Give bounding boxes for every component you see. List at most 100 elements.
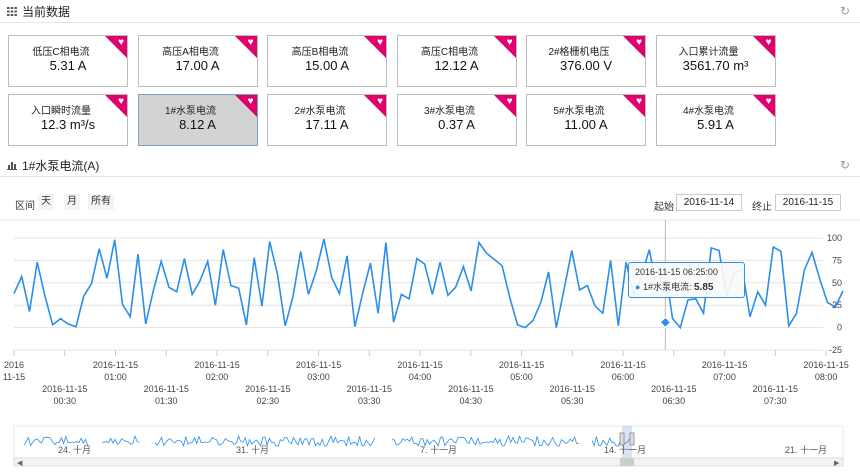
chart-title: 1#水泵电流(A) (22, 159, 100, 173)
card-value: 12.12 A (434, 58, 479, 73)
card-label: 2#格栅机电压 (548, 47, 610, 58)
heart-icon[interactable]: ♥ (506, 37, 513, 48)
card-label: 入口瞬时流量 (31, 106, 91, 117)
card-label: 高压C相电流 (420, 47, 479, 58)
heart-icon[interactable]: ♥ (118, 96, 124, 107)
card-value: 17.11 A (305, 117, 349, 132)
heart-icon[interactable]: ♥ (765, 96, 772, 107)
range-button-month[interactable]: 月 (64, 194, 80, 210)
favorite-corner (105, 36, 127, 58)
navigator-label: 14. 十一月 (604, 444, 646, 455)
x-tick-label: 02:00 (206, 372, 229, 382)
card-label: 低压C相电流 (32, 47, 90, 58)
heart-icon[interactable]: ♥ (377, 96, 383, 107)
data-card[interactable]: 2#水泵电流 17.11 A ♥ (267, 94, 387, 146)
tooltip-time: 2016-11-15 06:25:00 (635, 267, 718, 277)
x-tick-label: 2016-11-15 (448, 384, 493, 394)
chart-refresh-icon[interactable]: ↻ (840, 158, 851, 172)
card-value: 376.00 V (559, 58, 613, 73)
range-label: 区间 (15, 201, 35, 212)
x-tick-label: 08:00 (815, 372, 838, 382)
favorite-corner (364, 95, 386, 117)
navigator-label: 31. 十月 (236, 444, 269, 455)
end-date-input[interactable]: 2016-11-15 (775, 194, 841, 211)
favorite-corner (234, 95, 257, 117)
data-card[interactable]: 5#水泵电流 11.00 A ♥ (526, 94, 646, 146)
data-card[interactable]: 1#水泵电流 8.12 A ♥ (137, 94, 258, 146)
x-tick-label: 2016-11-15 (499, 360, 544, 370)
navigator-handle (629, 432, 635, 446)
x-tick-label: 02:30 (257, 396, 280, 406)
chart-tooltip: 2016-11-15 06:25:00 ● 1#水泵电流: 5.85 (628, 262, 745, 298)
card-value: 15.00 A (304, 58, 350, 73)
favorite-corner (105, 95, 127, 117)
x-tick-label: 2016-11-15 (296, 360, 341, 370)
card-value: 5.31 A (49, 58, 87, 73)
start-date-label: 起始 (654, 202, 674, 213)
data-card[interactable]: 4#水泵电流 5.91 A ♥ (655, 94, 776, 146)
x-tick-label: 2016-11-15 (651, 384, 696, 394)
range-button-all[interactable]: 所有 (88, 194, 114, 210)
navigator-series (23, 435, 632, 448)
card-label: 2#水泵电流 (294, 106, 346, 117)
x-tick-label: 2016-11-15 (753, 384, 798, 394)
y-tick-label: 0 (837, 323, 842, 333)
x-tick-label: 05:30 (561, 396, 584, 406)
scroll-right-icon: ▶ (834, 460, 840, 467)
heart-icon[interactable]: ♥ (247, 96, 254, 107)
refresh-icon[interactable]: ↻ (840, 4, 851, 18)
data-card[interactable]: 入口瞬时流量 12.3 m³/s ♥ (8, 94, 128, 146)
card-label: 3#水泵电流 (423, 106, 476, 117)
x-tick-label: 2016-11-15 (550, 384, 595, 394)
data-card[interactable]: 入口累计流量 3561.70 m³ ♥ (655, 35, 776, 87)
current-data-header: 当前数据 ↻ (0, 0, 860, 23)
data-card[interactable]: 3#水泵电流 0.37 A ♥ (396, 94, 517, 146)
y-tick-label: 100 (827, 233, 842, 243)
x-tick-label: 06:30 (663, 396, 686, 406)
navigator-label: 24. 十月 (58, 444, 91, 455)
data-card[interactable]: 高压B相电流 15.00 A ♥ (267, 35, 387, 87)
heart-icon[interactable]: ♥ (636, 96, 642, 107)
favorite-corner (623, 95, 645, 117)
x-tick-label: 07:30 (764, 396, 787, 406)
page-title: 当前数据 (22, 5, 71, 19)
card-label: 4#水泵电流 (682, 106, 735, 117)
y-tick-label: 75 (832, 255, 842, 265)
favorite-corner (364, 36, 386, 58)
scroll-left-icon: ◀ (17, 460, 23, 467)
x-tick-label: 06:00 (612, 372, 635, 382)
data-card[interactable]: 低压C相电流 5.31 A ♥ (8, 35, 128, 87)
data-card[interactable]: 高压C相电流 12.12 A ♥ (396, 35, 517, 87)
card-label: 高压A相电流 (162, 47, 219, 58)
heart-icon[interactable]: ♥ (247, 37, 254, 48)
heart-icon[interactable]: ♥ (636, 37, 642, 48)
data-card[interactable]: 2#格栅机电压 376.00 V ♥ (526, 35, 646, 87)
navigator-label: 21. 十一月 (785, 444, 827, 455)
card-value: 11.00 A (564, 117, 608, 132)
card-value: 17.00 A (175, 58, 220, 73)
range-button-day[interactable]: 天 (38, 194, 54, 210)
navigator-label: 7. 十一月 (420, 444, 457, 455)
tooltip-series-row: ● 1#水泵电流: 5.85 (635, 282, 714, 293)
x-tick-label: 2016-11-15 (42, 384, 87, 394)
card-value: 5.91 A (697, 117, 734, 132)
x-tick-label: 04:00 (409, 372, 432, 382)
heart-icon[interactable]: ♥ (377, 37, 383, 48)
grid-icon (7, 7, 17, 16)
heart-icon[interactable]: ♥ (765, 37, 772, 48)
heart-icon[interactable]: ♥ (506, 96, 513, 107)
start-date-input[interactable]: 2016-11-14 (676, 194, 742, 211)
x-tick-label: 04:30 (460, 396, 483, 406)
heart-icon[interactable]: ♥ (118, 37, 124, 48)
card-label: 1#水泵电流 (164, 106, 217, 117)
end-date-label: 终止 (752, 202, 772, 213)
y-tick-label: 50 (832, 278, 842, 288)
tooltip-value: 5.85 (693, 282, 714, 293)
data-card[interactable]: 高压A相电流 17.00 A ♥ (137, 35, 258, 87)
favorite-corner (752, 95, 775, 117)
favorite-corner (234, 36, 257, 58)
card-value: 12.3 m³/s (40, 117, 96, 132)
card-label: 5#水泵电流 (553, 106, 605, 117)
x-tick-label: 01:30 (155, 396, 178, 406)
